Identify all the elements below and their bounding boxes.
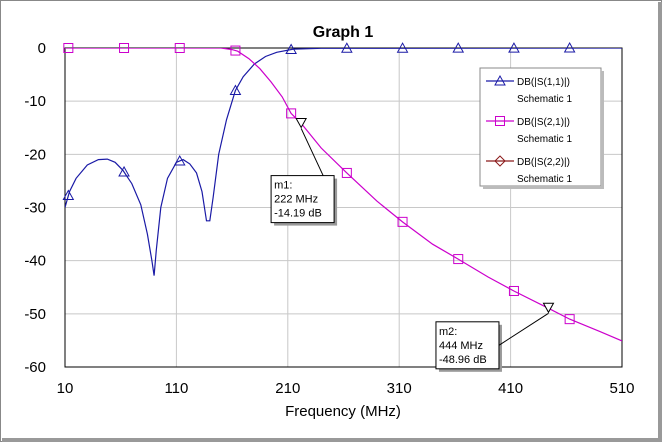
legend-sublabel-1: Schematic 1 [517, 94, 572, 105]
y-tick-label: -50 [24, 306, 46, 323]
series-2-marker [341, 167, 352, 178]
series-markers [62, 42, 576, 325]
x-axis-label: Frequency (MHz) [285, 403, 401, 420]
y-tick-label: -40 [24, 253, 46, 270]
window-bottom-shadow [2, 438, 662, 442]
series-layer [65, 48, 622, 342]
x-tick-label: 210 [275, 380, 300, 397]
chart-title: Graph 1 [313, 24, 374, 41]
legend-shadow-right [601, 71, 604, 189]
series-1-marker [563, 42, 576, 53]
legend-items: DB(|S(1,1)|) Schematic 1 DB(|S(2,1)|) Schem… [486, 74, 572, 185]
legend-label-1: DB(|S(1,1)|) [517, 77, 570, 88]
series-line-1 [65, 48, 622, 276]
legend-label-3: DB(|S(2,2)|) [517, 157, 570, 168]
x-tick-label: 410 [498, 380, 523, 397]
series-1-marker [452, 42, 465, 53]
marker-triangle-2[interactable] [542, 302, 555, 314]
legend-shadow-bottom [483, 186, 604, 189]
series-1-marker [508, 42, 520, 53]
series-2-marker [230, 45, 241, 56]
y-tick-label: -20 [24, 146, 46, 163]
series-2-marker [63, 43, 74, 53]
marker-frequency: 444 MHz [439, 340, 483, 352]
marker-label: m1: [274, 180, 292, 192]
series-1-marker [285, 43, 297, 54]
legend-sublabel-3: Schematic 1 [517, 174, 572, 185]
x-tick-label: 10 [57, 380, 74, 397]
y-tick-label: 0 [38, 40, 46, 57]
legend-marker-3 [494, 155, 506, 167]
series-2-marker [286, 108, 297, 119]
series-2-marker [397, 216, 408, 227]
marker-leader-line [498, 312, 549, 346]
series-2-marker [508, 285, 519, 296]
series-1-marker [173, 154, 186, 166]
x-axis-ticks: 10 110 210 310 410 510 [57, 380, 635, 397]
y-tick-label: -60 [24, 359, 46, 376]
y-tick-label: -30 [24, 200, 46, 217]
series-1-marker [396, 42, 409, 53]
legend-label-2: DB(|S(2,1)|) [517, 117, 570, 128]
series-2-marker [453, 254, 464, 265]
marker-frequency: 222 MHz [274, 194, 318, 206]
y-axis-ticks: 0 -10 -20 -30 -40 -50 -60 [24, 40, 46, 376]
legend-sublabel-2: Schematic 1 [517, 134, 572, 145]
series-2-marker [174, 43, 185, 53]
marker-value: -48.96 dB [439, 354, 487, 366]
marker-value: -14.19 dB [274, 208, 322, 220]
x-tick-label: 110 [164, 380, 188, 397]
marker-annotations: m1: 222 MHz -14.19 dB m2: 444 MHz -48.96 dB [270, 117, 555, 372]
legend-marker-2 [495, 116, 505, 126]
x-tick-label: 310 [387, 380, 412, 397]
series-1-marker [118, 165, 130, 177]
series-1-marker [62, 189, 75, 201]
marker-label: m2: [439, 326, 457, 338]
legend[interactable]: DB(|S(1,1)|) Schematic 1 DB(|S(2,1)|) Schem… [479, 67, 604, 189]
marker-box-1[interactable] [270, 175, 335, 224]
x-tick-label: 510 [609, 380, 634, 397]
window-right-shadow [658, 2, 662, 442]
y-tick-label: -10 [24, 93, 46, 110]
series-1-marker [229, 84, 242, 96]
marker-box-2[interactable] [435, 321, 500, 370]
marker-triangle-1[interactable] [295, 117, 308, 129]
series-line-2 [65, 48, 622, 342]
series-2-marker [564, 314, 575, 325]
series-2-marker [119, 43, 130, 53]
legend-marker-1 [494, 74, 506, 86]
series-1-marker [340, 42, 353, 53]
